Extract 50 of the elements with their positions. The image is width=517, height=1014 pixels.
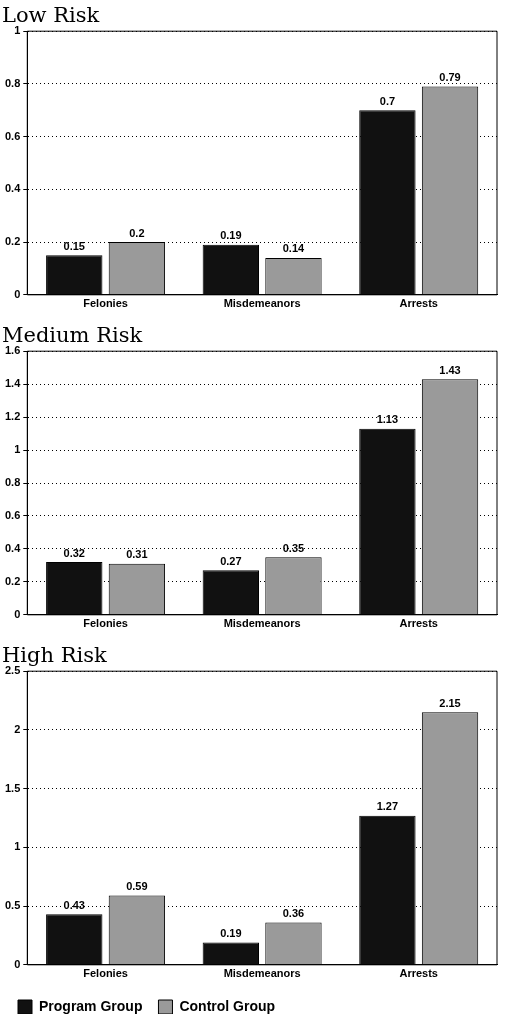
y-tick-label: 0.2	[4, 574, 21, 587]
data-label: 0.19	[220, 927, 242, 940]
data-label: 0.31	[126, 548, 148, 561]
data-label: 1.43	[439, 363, 461, 376]
data-label: 0.14	[282, 242, 306, 255]
data-label: 0.59	[126, 880, 148, 893]
data-label: 1.13	[376, 413, 399, 426]
data-label: 0.43	[63, 898, 85, 911]
y-tick-label: 0.6	[4, 129, 21, 142]
x-tick-label: Felonies	[83, 617, 128, 630]
x-tick-label: Arrests	[399, 617, 438, 630]
y-tick-label: 0.2	[4, 235, 21, 248]
y-tick-label: 1	[14, 24, 21, 37]
legend-label: Control Group	[179, 997, 276, 1014]
x-tick-label: Arrests	[399, 297, 438, 310]
y-tick-label: 2.5	[4, 664, 21, 677]
data-label: 0.32	[63, 546, 85, 559]
y-tick-label: 1.2	[4, 410, 21, 423]
y-tick-label: 0.8	[4, 76, 21, 89]
data-label: 0.2	[129, 226, 145, 239]
legend-label: Program Group	[39, 997, 143, 1014]
data-label: 0.79	[439, 71, 461, 84]
data-label: 0.15	[63, 239, 85, 252]
x-tick-label: Misdemeanors	[223, 967, 301, 980]
y-tick-label: 0.5	[4, 899, 21, 912]
data-label: 2.15	[439, 696, 461, 709]
y-tick-label: 0	[14, 287, 21, 300]
y-tick-label: 0.6	[4, 508, 21, 521]
y-tick-label: 1.6	[4, 344, 21, 357]
x-tick-label: Arrests	[399, 967, 438, 980]
y-tick-label: 2	[14, 722, 21, 735]
data-label: 0.19	[220, 229, 242, 242]
y-tick-label: 1	[14, 840, 21, 853]
data-label: 0.7	[379, 94, 396, 107]
y-tick-label: 1.4	[4, 377, 22, 390]
data-label: 0.27	[220, 554, 242, 567]
x-tick-label: Felonies	[83, 967, 128, 980]
x-tick-label: Misdemeanors	[223, 617, 301, 630]
x-tick-label: Felonies	[83, 297, 128, 310]
data-label: 0.35	[282, 541, 305, 554]
data-label: 0.36	[282, 907, 305, 920]
y-tick-label: 1.5	[4, 781, 21, 794]
data-label: 1.27	[376, 800, 399, 813]
y-tick-label: 0.4	[4, 182, 22, 195]
y-tick-label: 0.4	[4, 541, 22, 554]
x-tick-label: Misdemeanors	[223, 297, 301, 310]
y-tick-label: 0	[14, 957, 21, 970]
y-tick-label: 0	[14, 607, 21, 620]
y-tick-label: 0.8	[4, 476, 21, 489]
y-tick-label: 1	[14, 443, 21, 456]
